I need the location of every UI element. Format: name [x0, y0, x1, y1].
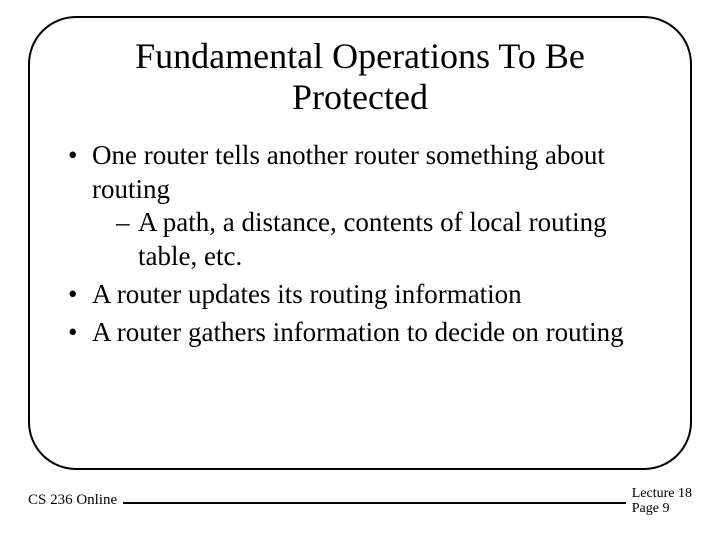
bullet-item: A router gathers information to decide o…	[64, 316, 656, 350]
footer-page: Page 9	[632, 501, 692, 516]
bullet-item: A router updates its routing information	[64, 278, 656, 312]
footer-page-info: Lecture 18 Page 9	[626, 486, 692, 517]
slide-frame: Fundamental Operations To Be Protected O…	[28, 16, 692, 470]
sub-bullet-item: A path, a distance, contents of local ro…	[116, 206, 656, 274]
slide-title: Fundamental Operations To Be Protected	[64, 36, 656, 119]
footer-divider	[28, 502, 692, 504]
slide-footer: CS 236 Online Lecture 18 Page 9	[28, 482, 692, 522]
bullet-text: A router gathers information to decide o…	[92, 317, 624, 347]
bullet-item: One router tells another router somethin…	[64, 139, 656, 274]
bullet-list: One router tells another router somethin…	[64, 139, 656, 350]
bullet-text: A router updates its routing information	[92, 279, 522, 309]
footer-lecture: Lecture 18	[632, 486, 692, 501]
sub-list: A path, a distance, contents of local ro…	[92, 206, 656, 274]
footer-course: CS 236 Online	[28, 492, 123, 509]
sub-bullet-text: A path, a distance, contents of local ro…	[138, 207, 607, 271]
bullet-text: One router tells another router somethin…	[92, 140, 605, 204]
